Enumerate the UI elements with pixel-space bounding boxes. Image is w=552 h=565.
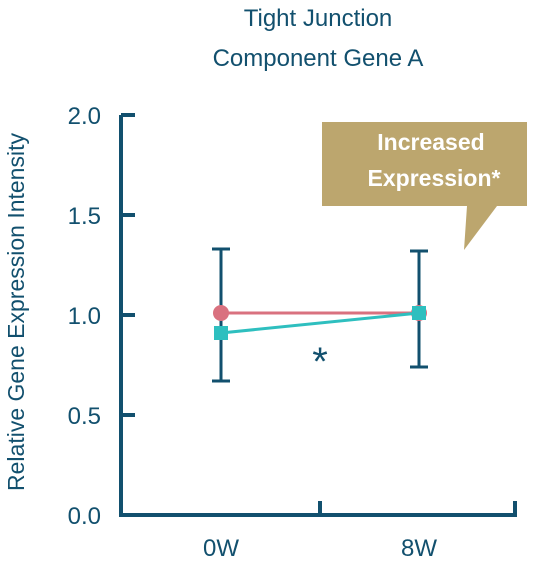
y-tick-label: 2.0: [68, 103, 101, 130]
callout: Increased Expression*: [322, 122, 527, 250]
significance-marker: *: [312, 340, 328, 384]
y-axis-label: Relative Gene Expression Intensity: [3, 133, 29, 491]
data-point-square: [214, 326, 228, 340]
callout-line-1: Increased: [377, 129, 484, 155]
x-tick-label: 0W: [203, 535, 239, 562]
y-tick-label: 1.5: [68, 203, 101, 230]
y-tick-label: 0.0: [68, 503, 101, 530]
y-tick-label: 0.5: [68, 403, 101, 430]
x-tick-label: 8W: [401, 535, 437, 562]
series-line-2: [220, 311, 420, 335]
chart-title-line-1: Tight Junction: [244, 5, 393, 32]
data-point-square: [412, 306, 426, 320]
chart-title: Tight Junction Component Gene A: [213, 5, 424, 72]
callout-line-2: Expression*: [368, 165, 501, 191]
axes: 0.0 0.5 1.0 1.5 2.0 0W 8W: [68, 103, 517, 562]
callout-box: [322, 122, 527, 250]
marks: *: [212, 247, 428, 384]
y-tick-label: 1.0: [68, 303, 101, 330]
data-point-circle: [213, 305, 229, 321]
chart-title-line-2: Component Gene A: [213, 45, 424, 72]
